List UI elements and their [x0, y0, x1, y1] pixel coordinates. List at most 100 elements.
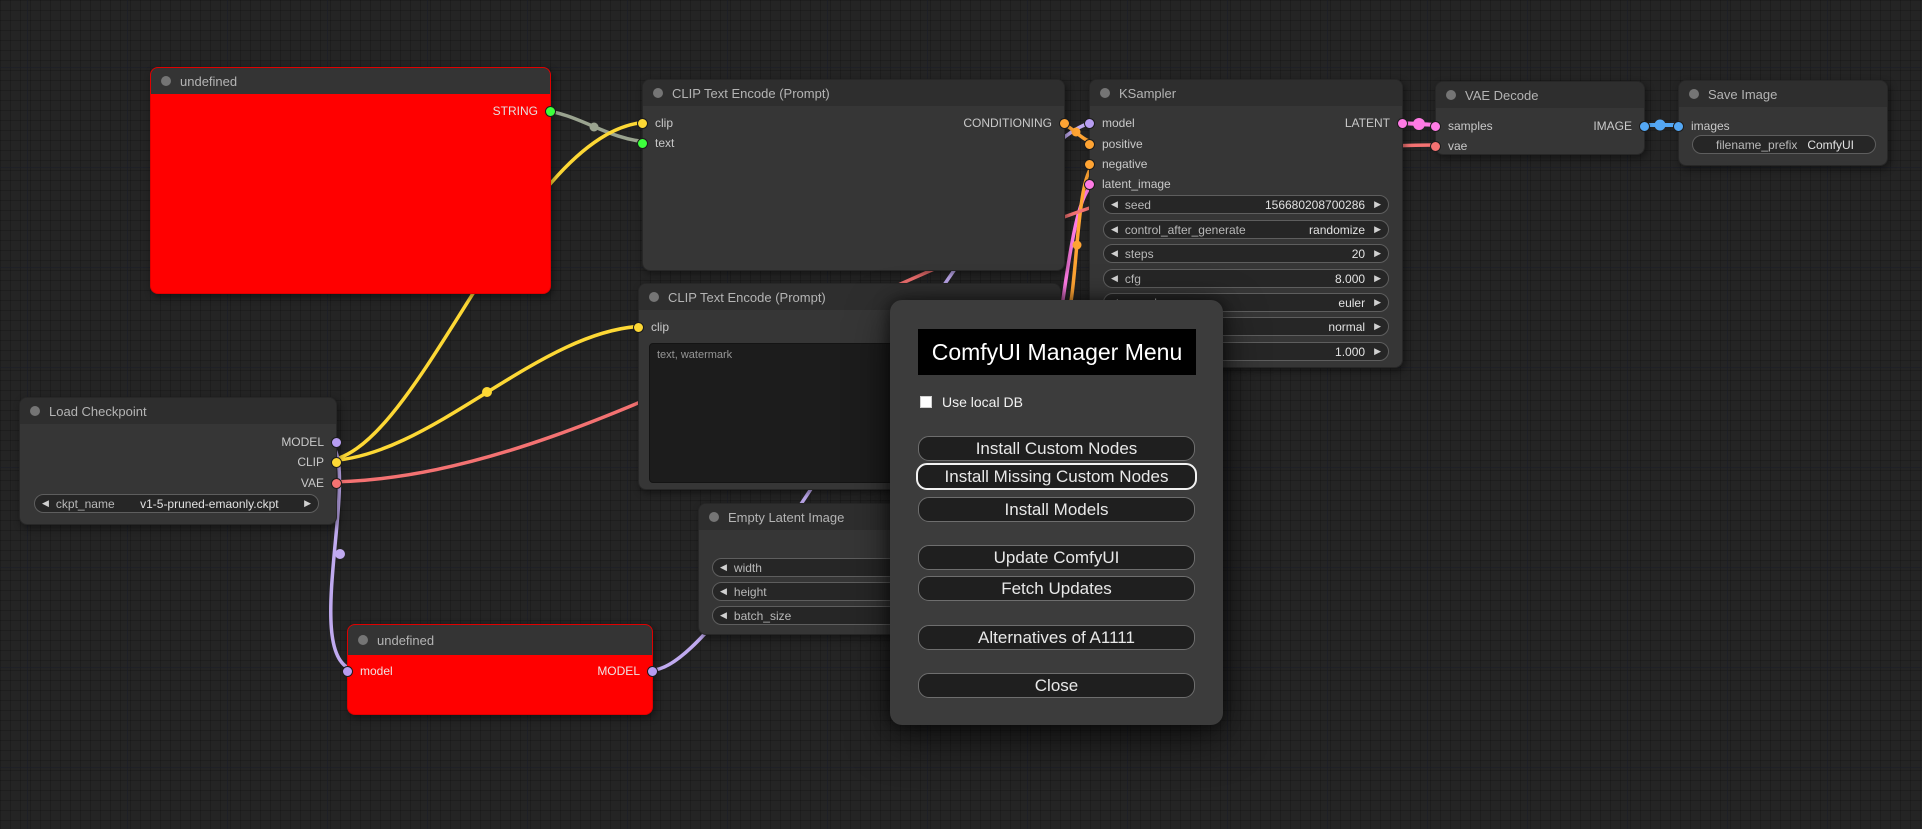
input-slot-vae[interactable]: vae: [1430, 138, 1467, 154]
negative-input-dot[interactable]: [1084, 158, 1095, 170]
slot-label: CONDITIONING: [963, 116, 1052, 130]
collapse-dot-icon[interactable]: [358, 635, 368, 645]
string-output-dot[interactable]: [545, 105, 556, 117]
previous-arrow-icon[interactable]: ◀: [42, 498, 49, 508]
collapse-dot-icon[interactable]: [653, 88, 663, 98]
widget-filename-prefix[interactable]: filename_prefix ComfyUI: [1692, 135, 1876, 154]
vae-output-dot[interactable]: [331, 477, 342, 489]
node-vae-decode[interactable]: VAE Decode samples vae IMAGE: [1430, 81, 1650, 155]
prompt-text: text, watermark: [657, 349, 733, 361]
node-title-bar[interactable]: VAE Decode: [1436, 82, 1644, 108]
increment-arrow-icon[interactable]: ▶: [1374, 224, 1381, 234]
input-slot-positive[interactable]: positive: [1084, 136, 1143, 152]
node-undefined-model[interactable]: undefined model MODEL: [342, 624, 658, 715]
samples-input-dot[interactable]: [1430, 120, 1441, 132]
model-input-dot[interactable]: [1084, 117, 1095, 129]
widget-control-after-generate[interactable]: ◀ control_after_generate randomize ▶: [1103, 220, 1389, 239]
wire-midpoint-dot: [1413, 118, 1425, 130]
increment-arrow-icon[interactable]: ▶: [1374, 248, 1381, 258]
node-undefined-string[interactable]: undefined STRING: [150, 67, 556, 294]
increment-arrow-icon[interactable]: ▶: [1374, 346, 1381, 356]
collapse-dot-icon[interactable]: [30, 406, 40, 416]
collapse-dot-icon[interactable]: [161, 76, 171, 86]
clip-input-dot[interactable]: [633, 321, 644, 333]
output-slot-model[interactable]: MODEL: [597, 663, 658, 679]
input-slot-model[interactable]: model: [1084, 115, 1135, 131]
close-button[interactable]: Close: [918, 673, 1195, 698]
decrement-arrow-icon[interactable]: ◀: [720, 610, 727, 620]
slot-label: LATENT: [1344, 116, 1390, 130]
model-output-dot[interactable]: [647, 665, 658, 677]
image-output-dot[interactable]: [1639, 120, 1650, 132]
input-slot-images[interactable]: images: [1673, 118, 1730, 134]
output-slot-model[interactable]: MODEL: [281, 434, 342, 450]
output-slot-clip[interactable]: CLIP: [297, 454, 342, 470]
node-clip-text-encode-positive[interactable]: CLIP Text Encode (Prompt) clip text COND…: [637, 79, 1070, 271]
output-slot-conditioning[interactable]: CONDITIONING: [963, 115, 1070, 131]
node-title-bar[interactable]: undefined: [151, 68, 550, 94]
increment-arrow-icon[interactable]: ▶: [1374, 321, 1381, 331]
input-slot-model[interactable]: model: [342, 663, 393, 679]
install-models-button[interactable]: Install Models: [918, 497, 1195, 522]
alternatives-of-a1111-button[interactable]: Alternatives of A1111: [918, 625, 1195, 650]
input-slot-samples[interactable]: samples: [1430, 118, 1493, 134]
decrement-arrow-icon[interactable]: ◀: [720, 562, 727, 572]
conditioning-output-dot[interactable]: [1059, 117, 1070, 129]
install-missing-custom-nodes-button[interactable]: Install Missing Custom Nodes: [916, 463, 1197, 490]
node-title-bar[interactable]: Save Image: [1679, 81, 1887, 107]
output-slot-latent[interactable]: LATENT: [1345, 115, 1408, 131]
use-local-db-checkbox[interactable]: [920, 396, 932, 408]
widget-ckpt-name[interactable]: ◀ ckpt_name v1-5-pruned-emaonly.ckpt ▶: [34, 494, 319, 513]
input-slot-latent-image[interactable]: latent_image: [1084, 176, 1171, 192]
model-output-dot[interactable]: [331, 436, 342, 448]
wire-midpoint-dot: [482, 387, 492, 397]
clip-output-dot[interactable]: [331, 456, 342, 468]
next-arrow-icon[interactable]: ▶: [304, 498, 311, 508]
decrement-arrow-icon[interactable]: ◀: [1111, 199, 1118, 209]
slot-label: CLIP: [297, 455, 324, 469]
images-input-dot[interactable]: [1673, 120, 1684, 132]
widget-cfg[interactable]: ◀ cfg 8.000 ▶: [1103, 269, 1389, 288]
clip-input-dot[interactable]: [637, 117, 648, 129]
latent-input-dot[interactable]: [1084, 178, 1095, 190]
widget-seed[interactable]: ◀ seed 156680208700286 ▶: [1103, 195, 1389, 214]
collapse-dot-icon[interactable]: [1689, 89, 1699, 99]
input-slot-negative[interactable]: negative: [1084, 156, 1147, 172]
input-slot-clip[interactable]: clip: [633, 319, 669, 335]
node-load-checkpoint[interactable]: Load Checkpoint MODEL CLIP VAE ◀ ckpt_na…: [19, 397, 342, 525]
vae-input-dot[interactable]: [1430, 140, 1441, 152]
input-slot-text[interactable]: text: [637, 135, 674, 151]
node-title-bar[interactable]: CLIP Text Encode (Prompt): [639, 284, 1060, 310]
decrement-arrow-icon[interactable]: ◀: [1111, 248, 1118, 258]
output-slot-string[interactable]: STRING: [493, 103, 556, 119]
collapse-dot-icon[interactable]: [649, 292, 659, 302]
decrement-arrow-icon[interactable]: ◀: [720, 586, 727, 596]
output-slot-image[interactable]: IMAGE: [1593, 118, 1650, 134]
increment-arrow-icon[interactable]: ▶: [1374, 297, 1381, 307]
collapse-dot-icon[interactable]: [1100, 88, 1110, 98]
collapse-dot-icon[interactable]: [1446, 90, 1456, 100]
node-title-bar[interactable]: KSampler: [1090, 80, 1402, 106]
update-comfyui-button[interactable]: Update ComfyUI: [918, 545, 1195, 570]
fetch-updates-button[interactable]: Fetch Updates: [918, 576, 1195, 601]
slot-label: MODEL: [281, 435, 324, 449]
increment-arrow-icon[interactable]: ▶: [1374, 199, 1381, 209]
increment-arrow-icon[interactable]: ▶: [1374, 273, 1381, 283]
node-title-bar[interactable]: undefined: [348, 625, 652, 655]
node-title-bar[interactable]: Load Checkpoint: [20, 398, 336, 424]
node-save-image[interactable]: Save Image images filename_prefix ComfyU…: [1673, 80, 1888, 166]
output-slot-vae[interactable]: VAE: [301, 475, 342, 491]
input-slot-clip[interactable]: clip: [637, 115, 673, 131]
collapse-dot-icon[interactable]: [709, 512, 719, 522]
model-input-dot[interactable]: [342, 665, 353, 677]
latent-output-dot[interactable]: [1397, 117, 1408, 129]
decrement-arrow-icon[interactable]: ◀: [1111, 224, 1118, 234]
text-input-dot[interactable]: [637, 137, 648, 149]
decrement-arrow-icon[interactable]: ◀: [1111, 273, 1118, 283]
install-custom-nodes-button[interactable]: Install Custom Nodes: [918, 436, 1195, 461]
node-title-bar[interactable]: CLIP Text Encode (Prompt): [643, 80, 1064, 106]
widget-steps[interactable]: ◀ steps 20 ▶: [1103, 244, 1389, 263]
widget-value: ComfyUI: [1807, 137, 1854, 152]
positive-input-dot[interactable]: [1084, 138, 1095, 150]
